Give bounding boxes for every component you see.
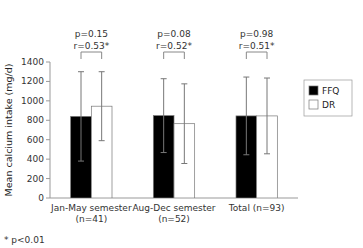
x-tick-label: Total (n=93) [228, 203, 285, 213]
error-cap [161, 152, 167, 153]
y-tick-label: 800 [27, 115, 44, 125]
annotation-p: p=0.08 [157, 29, 191, 39]
annotation-r: r=0.52* [156, 41, 192, 51]
annotation-r: r=0.51* [239, 41, 275, 51]
chart: 0 200 400 600 800 1000 1200 1400 Mean calcium in… [0, 0, 363, 248]
legend-frame [304, 80, 352, 116]
bracket [164, 52, 185, 59]
error-cap [181, 83, 187, 84]
y-axis [50, 62, 51, 198]
error-cap [99, 71, 105, 72]
error-line [101, 72, 102, 141]
y-tick [46, 100, 50, 101]
y-tick-label: 400 [27, 154, 44, 164]
x-tick-label-line: (n=41) [75, 214, 107, 224]
error-line [163, 79, 164, 153]
y-tick-label: 200 [27, 174, 44, 184]
error-cap [181, 163, 187, 164]
annotation-p: p=0.15 [75, 29, 108, 39]
error-cap [243, 77, 249, 78]
x-tick-label: Jan-May semester(n=41) [50, 203, 132, 224]
error-line [267, 78, 268, 154]
error-bar [161, 79, 167, 153]
y-tick [46, 81, 50, 82]
bracket [81, 52, 102, 59]
x-tick-label-line: (n=52) [158, 214, 190, 224]
y-tick-label: 1000 [21, 96, 44, 106]
y-tick [46, 198, 50, 199]
legend-swatch [309, 86, 318, 95]
bracket [246, 52, 267, 59]
error-cap [99, 140, 105, 141]
x-tick-label: Aug-Dec semester(n=52) [132, 203, 215, 224]
error-cap [264, 78, 270, 79]
footnote: * p<0.01 [4, 235, 45, 245]
x-tick-label-line: Total (n=93) [228, 203, 285, 213]
annotation-r: r=0.53* [73, 41, 109, 51]
error-line [246, 77, 247, 155]
y-tick [46, 139, 50, 140]
error-line [81, 72, 82, 161]
y-tick-label: 0 [38, 193, 44, 203]
y-tick-label: 1200 [21, 76, 44, 86]
legend: FFQ DR [304, 80, 352, 116]
legend-label: DR [322, 100, 335, 110]
error-bar [243, 77, 249, 155]
error-cap [78, 71, 84, 72]
y-tick [46, 120, 50, 121]
error-cap [243, 154, 249, 155]
y-tick-label: 1400 [21, 57, 44, 67]
error-bar [264, 78, 270, 154]
error-bar [78, 72, 84, 161]
error-line [184, 84, 185, 164]
legend-swatch [309, 100, 318, 109]
y-axis-label: Mean calcium intake (mg/d) [3, 64, 14, 197]
error-cap [78, 161, 84, 162]
y-tick [46, 159, 50, 160]
legend-label: FFQ [322, 86, 339, 96]
error-bar [99, 72, 105, 141]
y-tick-label: 600 [27, 135, 44, 145]
error-bar [181, 84, 187, 164]
bars [71, 72, 278, 198]
y-tick [46, 178, 50, 179]
y-tick [46, 62, 50, 63]
x-tick-label-line: Aug-Dec semester [132, 203, 215, 213]
x-tick-label-line: Jan-May semester [50, 203, 132, 213]
annotation-p: p=0.98 [240, 29, 274, 39]
error-cap [161, 78, 167, 79]
error-cap [264, 153, 270, 154]
